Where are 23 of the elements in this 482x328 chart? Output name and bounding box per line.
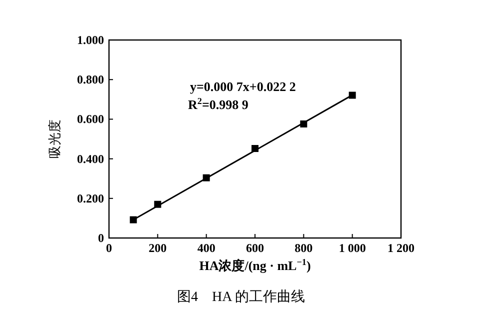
y-tick-label: 0.600 [77,112,104,126]
y-axis-title: 吸光度 [47,120,62,158]
caption: 图4 HA 的工作曲线 [177,289,305,305]
point [252,145,258,152]
annotation: y=0.000 7x+0.022 2 [190,79,296,94]
x-tick-label: 400 [197,241,216,255]
point [202,174,210,182]
annotation: R$^{2}$=0.998 9 [188,96,249,112]
x-tick-label: 200 [148,241,167,255]
x-tick-label: 1 000 [338,241,366,255]
point [300,120,308,128]
y-tick-label: 0.400 [77,152,104,166]
point [348,92,356,99]
y-tick-label: 0.800 [77,72,104,87]
y-tick-label: 1.000 [77,33,104,47]
y-tick-label: 0 [98,231,104,245]
x-tick-label: 800 [294,241,313,255]
point [154,200,162,208]
x-axis-title: HA浓度/(ng · mL$^{−1}$) [199,257,311,273]
x-tick-label: 600 [246,241,264,255]
point [130,216,137,224]
y-tick-label: 0.200 [77,191,104,206]
x-tick-label: 1 200 [388,241,414,255]
